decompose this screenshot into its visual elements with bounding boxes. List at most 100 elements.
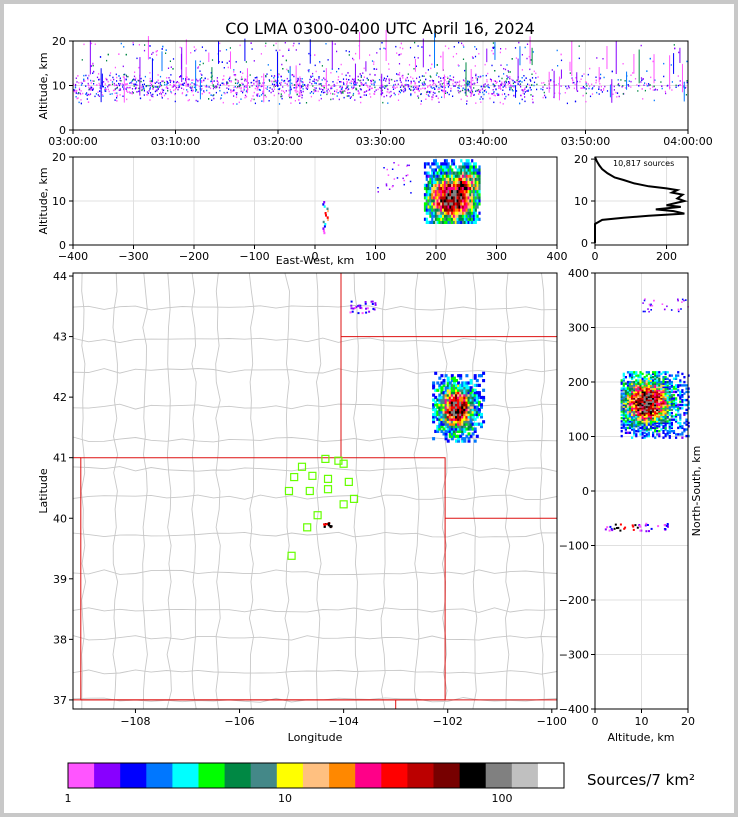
plan-density-cell [444,405,448,409]
ns-density-cell [645,410,648,413]
ns-density-cell [647,428,650,431]
source-dot [336,95,338,97]
ns-density-cell [666,408,669,412]
plan-density-cell [467,391,471,395]
source-dot [576,80,578,83]
ew-density-cell [456,180,459,184]
source-dot [145,85,147,88]
source-dot [271,75,273,77]
ew-density-cell [458,165,461,169]
ns-density-cell [624,408,627,412]
plan-density-cell [457,398,461,402]
plan-density-cell [465,400,469,404]
ns-density-cell [652,408,655,412]
ns-density-cell [654,371,657,374]
source-dot [135,77,137,79]
ns-density-cell [641,415,644,418]
source-dot [442,90,444,93]
plan-density-cell [463,429,467,433]
ew-density-cell [462,205,465,209]
ew-density-cell [458,202,461,206]
source-dot [426,91,428,93]
ew-source-dot [386,168,388,171]
plan-source-dot [352,307,355,310]
ns-source-dot [639,525,641,528]
ns-source-dot [677,309,680,311]
source-dot [330,72,332,74]
ns-density-cell [649,385,653,389]
source-dot [616,92,619,94]
plan-density-cell [463,405,467,409]
ew-density-cell [447,168,450,172]
source-dot [586,85,588,87]
plan-source-dot [355,306,358,309]
source-dot [509,89,511,91]
source-dot [253,91,255,94]
source-dot [504,68,507,71]
source-dot [421,46,423,48]
ns-density-cell [664,426,667,430]
source-dot [458,81,460,84]
source-dot [527,89,529,91]
ew-density-cell [442,196,445,200]
plan-density-cell [473,395,477,400]
ew-density-cell [471,211,474,215]
source-dot [348,95,350,97]
ew-density-cell [449,165,452,169]
plan-density-cell [475,410,479,414]
source-dot [89,87,91,90]
source-dot [314,82,316,84]
ns-density-cell [624,431,627,434]
source-dot [350,82,352,85]
ns-density-cell [664,434,667,438]
plan-density-cell [475,422,479,426]
ns-density-cell [666,380,669,384]
ns-density-cell [670,394,673,397]
ns-density-cell [660,415,663,418]
plan-density-cell [475,383,479,387]
source-dot [82,92,84,95]
ns-density-cell [649,426,653,430]
source-dot [473,82,475,85]
source-dot [524,96,526,98]
source-dot [320,83,322,85]
ns-density-cell [620,407,623,410]
plan-density-cell [448,398,452,402]
source-dot [446,81,448,83]
source-dot [191,82,193,84]
ew-density-cell [429,214,432,218]
source-dot [201,81,203,83]
ns-density-cell [656,384,659,387]
source-dot [652,89,654,91]
source-dot [407,84,409,86]
ns-density-cell [641,436,644,439]
colorbar-swatch [355,763,382,788]
source-dot [313,87,316,89]
ns-density-cell [624,389,627,392]
source-dot [155,89,157,92]
ew-density-cell [425,220,428,224]
source-dot [157,74,159,76]
ew-source-dot [402,177,404,180]
source-dot [520,94,522,97]
source-dot [281,89,283,92]
source-dot [201,93,203,95]
ns-density-cell [660,395,663,398]
plan-density-cell [463,381,467,385]
source-dot [131,88,134,90]
ns-density-cell [643,431,646,434]
source-dot [670,64,672,66]
ew-density-cell [434,196,437,200]
source-dot [452,76,455,78]
plan-density-cell [446,388,450,392]
ew-density-cell [467,196,470,200]
ew-density-cell [449,193,452,197]
source-dot [104,83,106,85]
ns-density-cell [672,390,676,394]
ns-density-cell [649,425,653,428]
source-dot [85,85,87,87]
source-dot [136,91,138,93]
source-dot [268,90,270,92]
source-dot [219,42,221,45]
ns-density-cell [635,374,638,377]
